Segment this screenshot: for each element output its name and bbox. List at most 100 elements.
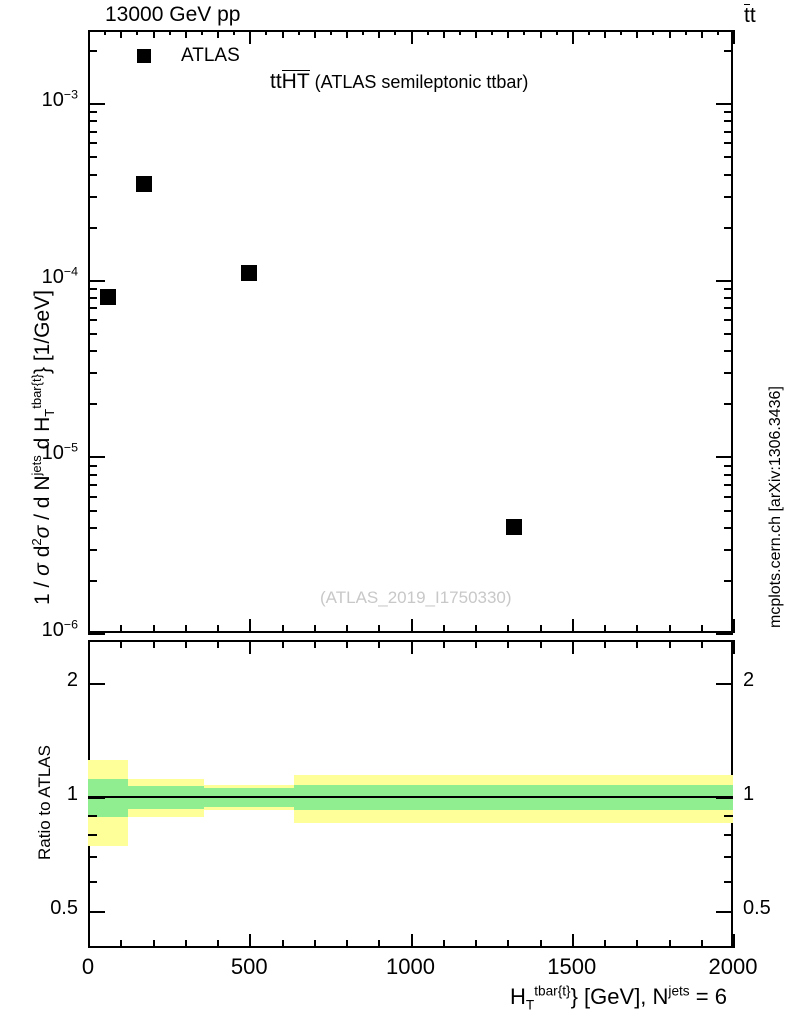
- x-tick-label: 2000: [708, 954, 758, 979]
- y-minor-tick: [724, 111, 733, 113]
- x-minor-tick: [314, 625, 316, 633]
- y-minor-tick: [724, 474, 733, 476]
- ratio-x-minor-tick: [540, 940, 542, 948]
- x-major-tick: [88, 619, 90, 633]
- x-minor-tick: [491, 30, 493, 35]
- x-tick-label: 500: [230, 954, 268, 979]
- process-label: tt: [744, 4, 756, 27]
- x-minor-tick: [378, 625, 380, 633]
- ratio-x-minor-tick: [217, 940, 219, 948]
- ratio-y-minor-tick: [88, 815, 97, 817]
- y-minor-tick: [724, 288, 733, 290]
- x-minor-tick: [362, 30, 364, 35]
- ratio-y-minor-tick: [88, 856, 97, 858]
- y-major-tick: [716, 280, 733, 282]
- y-minor-tick: [88, 142, 97, 144]
- main-plot-frame: [88, 30, 733, 633]
- ratio-y-minor-tick: [724, 683, 733, 685]
- y-tick-label: 10−5: [41, 440, 78, 465]
- x-minor-tick: [717, 30, 719, 35]
- ratio-x-minor-tick: [282, 640, 284, 648]
- ratio-y-tick-label: 2: [66, 669, 78, 692]
- y-minor-tick: [88, 319, 97, 321]
- ratio-x-minor-tick: [153, 640, 155, 648]
- ratio-x-minor-tick: [475, 940, 477, 948]
- x-minor-tick: [185, 625, 187, 633]
- ratio-x-minor-tick: [346, 940, 348, 948]
- ratio-y-tick-label-right: 1: [743, 783, 755, 806]
- data-marker: [99, 288, 116, 305]
- y-minor-tick: [724, 496, 733, 498]
- x-minor-tick: [604, 625, 606, 633]
- x-major-tick: [733, 30, 735, 44]
- x-minor-tick: [459, 30, 461, 35]
- y-minor-tick: [88, 288, 97, 290]
- y-minor-tick: [88, 131, 97, 133]
- x-minor-tick: [153, 625, 155, 633]
- ratio-x-minor-tick: [636, 940, 638, 948]
- y-minor-tick: [724, 333, 733, 335]
- x-major-tick: [733, 619, 735, 633]
- x-minor-tick: [233, 30, 235, 35]
- x-minor-tick: [217, 30, 219, 38]
- x-minor-tick: [298, 30, 300, 35]
- x-major-tick: [572, 30, 574, 44]
- y-major-tick: [716, 456, 733, 458]
- ratio-x-minor-tick: [282, 940, 284, 948]
- y-minor-tick: [88, 527, 97, 529]
- x-minor-tick: [169, 30, 171, 35]
- x-minor-tick: [507, 30, 509, 38]
- x-minor-tick: [556, 30, 558, 35]
- ratio-y-minor-tick: [88, 911, 97, 913]
- y-minor-tick: [724, 527, 733, 529]
- x-minor-tick: [652, 30, 654, 35]
- y-minor-tick: [88, 403, 97, 405]
- y-minor-tick: [88, 196, 97, 198]
- ratio-x-minor-tick: [314, 640, 316, 648]
- ratio-y-axis-label: Ratio to ATLAS: [35, 745, 54, 860]
- x-minor-tick: [604, 30, 606, 38]
- y-minor-tick: [724, 465, 733, 467]
- beam-energy-label: 13000 GeV pp: [105, 3, 241, 26]
- data-marker: [136, 175, 153, 192]
- ratio-y-tick-label-right: 0.5: [743, 897, 771, 920]
- x-minor-tick: [540, 625, 542, 633]
- y-minor-tick: [88, 350, 97, 352]
- y-minor-tick: [88, 372, 97, 374]
- ratio-y-major-tick: [88, 797, 105, 799]
- legend-label: ATLAS: [181, 45, 240, 67]
- ratio-x-minor-tick: [636, 640, 638, 648]
- ratio-y-minor-tick: [724, 856, 733, 858]
- data-marker: [505, 518, 522, 535]
- ratio-x-minor-tick: [507, 940, 509, 948]
- ratio-x-major-tick: [88, 640, 90, 654]
- x-major-tick: [88, 30, 90, 44]
- x-tick-label: 1500: [547, 954, 597, 979]
- ratio-y-minor-tick: [88, 834, 97, 836]
- y-minor-tick: [724, 319, 733, 321]
- x-minor-tick: [265, 30, 267, 35]
- ratio-x-major-tick: [733, 640, 735, 654]
- x-major-tick: [249, 619, 251, 633]
- y-minor-tick: [724, 174, 733, 176]
- ratio-x-minor-tick: [507, 640, 509, 648]
- ratio-x-minor-tick: [185, 940, 187, 948]
- ratio-x-minor-tick: [443, 640, 445, 648]
- y-tick-label: 10−4: [41, 264, 78, 288]
- x-minor-tick: [701, 30, 703, 38]
- y-minor-tick: [724, 350, 733, 352]
- ratio-x-major-tick: [88, 934, 90, 948]
- plot-title: ttHT (ATLAS semileptonic ttbar): [270, 70, 529, 93]
- y-minor-tick: [88, 174, 97, 176]
- ratio-x-minor-tick: [217, 640, 219, 648]
- ratio-x-major-tick: [733, 934, 735, 948]
- x-minor-tick: [201, 30, 203, 35]
- ratio-x-major-tick: [411, 934, 413, 948]
- legend-marker: [137, 49, 152, 64]
- ratio-x-minor-tick: [346, 640, 348, 648]
- x-minor-tick: [588, 30, 590, 35]
- ratio-x-minor-tick: [185, 640, 187, 648]
- y-minor-tick: [724, 50, 733, 52]
- y-major-tick: [716, 633, 733, 635]
- y-minor-tick: [88, 474, 97, 476]
